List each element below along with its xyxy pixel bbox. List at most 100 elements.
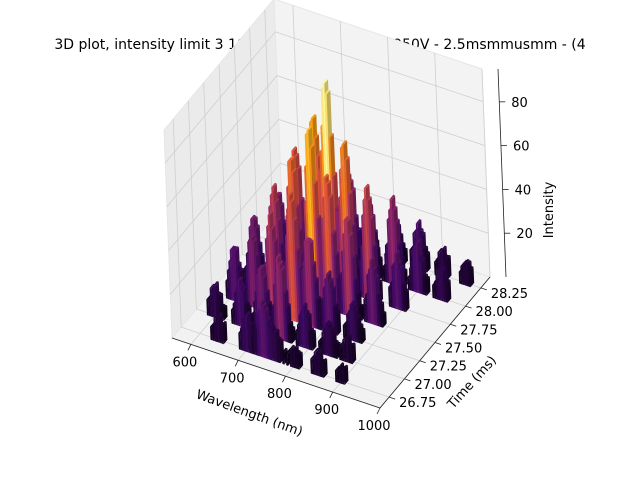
bar-top	[267, 210, 274, 216]
bar-top	[437, 247, 443, 253]
bar	[440, 271, 444, 302]
bar-top	[328, 326, 335, 331]
bar	[355, 319, 359, 343]
bar	[304, 241, 310, 327]
bar	[231, 250, 236, 302]
bar	[324, 324, 328, 356]
bar	[266, 226, 272, 314]
bar-top	[357, 323, 364, 329]
bar-top	[237, 276, 243, 282]
bar-top	[351, 302, 357, 308]
bar	[465, 264, 469, 287]
bar-top	[273, 328, 280, 334]
bar	[349, 304, 353, 341]
bar-top	[273, 198, 280, 204]
bar	[277, 264, 283, 341]
bar	[305, 242, 312, 327]
bar-top	[328, 132, 334, 138]
bar-top	[291, 146, 297, 152]
bar-top	[445, 279, 451, 285]
bar-top	[312, 179, 318, 185]
bar	[277, 343, 281, 364]
bar	[359, 259, 363, 298]
bar-top	[389, 194, 396, 200]
bar	[239, 287, 243, 328]
bar	[258, 311, 262, 357]
bar-side	[405, 289, 410, 313]
y-tick-label: 28.00	[476, 305, 513, 320]
bar	[422, 277, 425, 296]
bar-top	[287, 191, 293, 197]
y-tick-mark	[404, 378, 411, 382]
bar	[342, 369, 345, 385]
bar-top	[313, 347, 320, 353]
bar-top	[254, 251, 260, 257]
bar-top	[277, 338, 284, 344]
bar	[353, 311, 357, 343]
bar-top	[341, 140, 348, 145]
bar	[326, 325, 330, 357]
bar-top	[369, 256, 375, 262]
bar	[371, 269, 376, 326]
bar	[259, 302, 264, 358]
bar-top	[313, 133, 319, 139]
bar-top	[291, 168, 297, 173]
bar-top	[342, 364, 348, 370]
bar	[296, 324, 300, 347]
bar-top	[238, 267, 244, 273]
bar	[274, 274, 279, 340]
bar	[253, 331, 256, 355]
bar-top	[251, 237, 258, 243]
bar	[267, 215, 274, 315]
bar-top	[349, 300, 355, 306]
bar-top	[465, 260, 472, 266]
bar-top	[288, 156, 295, 162]
bar-top	[353, 306, 359, 312]
bar	[347, 236, 353, 318]
bar-top	[281, 347, 288, 353]
bar	[389, 283, 393, 308]
bar-top	[371, 265, 378, 271]
z-axis-line	[497, 68, 507, 278]
bar-top	[271, 182, 277, 188]
bar	[269, 329, 273, 361]
bar-top	[252, 216, 258, 222]
bar-side	[323, 358, 328, 378]
bar-top	[344, 155, 350, 161]
bar-side	[351, 343, 357, 365]
bar	[285, 353, 289, 366]
bar-top	[363, 183, 370, 189]
bar	[229, 249, 234, 301]
bar	[307, 243, 313, 328]
bar	[313, 281, 317, 329]
bar	[333, 255, 338, 313]
bar	[458, 271, 461, 285]
bar	[419, 261, 424, 295]
bar	[403, 292, 406, 313]
bar-top	[326, 321, 333, 327]
bar	[298, 315, 302, 347]
bar	[417, 256, 422, 294]
bar	[462, 264, 465, 286]
y-tick-label: 27.25	[430, 360, 467, 375]
bar-top	[333, 339, 339, 345]
x-axis-line	[171, 337, 381, 409]
bar	[350, 346, 353, 365]
bar	[365, 294, 368, 323]
z-tick-label: 20	[516, 227, 533, 242]
bar	[344, 325, 347, 339]
bar-top	[328, 277, 334, 283]
y-tick-label: 27.75	[460, 323, 497, 338]
bar	[287, 195, 294, 322]
bar-top	[295, 246, 301, 252]
bar-top	[399, 255, 405, 261]
x-tick-mark	[282, 376, 286, 383]
bar-side	[298, 352, 304, 370]
bar-top	[317, 349, 323, 354]
bar	[282, 293, 287, 342]
bar	[315, 300, 319, 330]
bar-top	[335, 341, 341, 347]
bar-top	[424, 251, 430, 256]
bar-top	[221, 304, 228, 310]
data-bars	[206, 78, 475, 385]
